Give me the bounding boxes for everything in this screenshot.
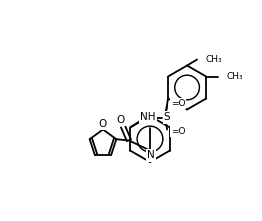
Text: N: N xyxy=(147,151,155,160)
Text: O: O xyxy=(117,114,125,124)
Text: S: S xyxy=(164,112,170,122)
Text: CH₃: CH₃ xyxy=(205,55,222,64)
Text: O: O xyxy=(99,118,107,128)
Text: NH: NH xyxy=(140,112,156,122)
Text: =O: =O xyxy=(171,127,185,136)
Text: =O: =O xyxy=(171,99,185,108)
Text: CH₃: CH₃ xyxy=(226,72,243,81)
